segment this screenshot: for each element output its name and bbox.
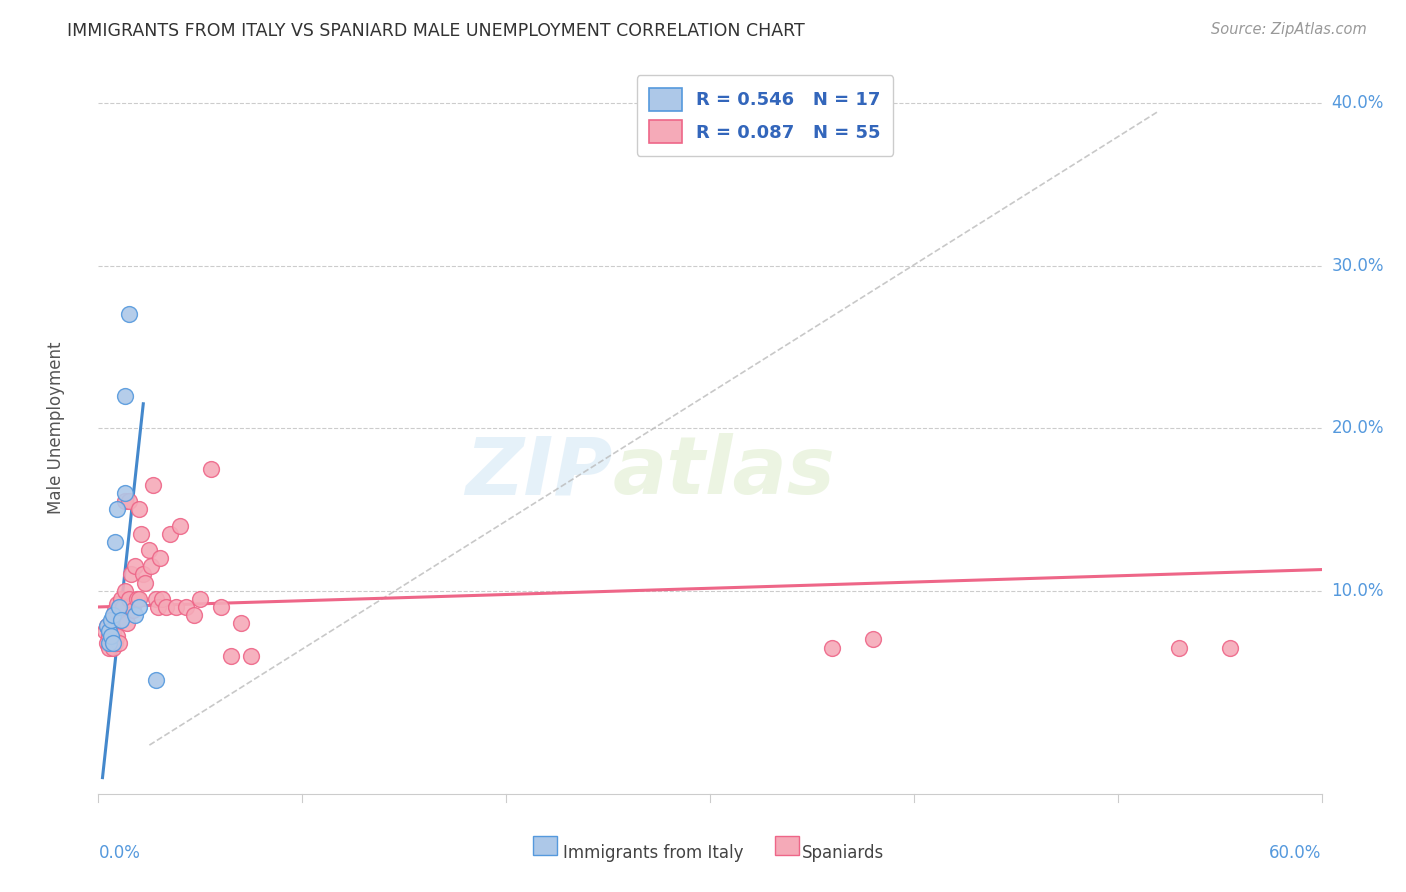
Point bbox=[118, 591, 141, 606]
Point bbox=[110, 591, 132, 606]
Point bbox=[115, 616, 138, 631]
Text: atlas: atlas bbox=[612, 433, 835, 511]
Text: Spaniards: Spaniards bbox=[801, 844, 884, 862]
FancyBboxPatch shape bbox=[775, 837, 800, 855]
Point bbox=[134, 575, 156, 590]
Point bbox=[127, 591, 149, 606]
Point bbox=[1167, 640, 1189, 655]
Point bbox=[101, 640, 124, 655]
Point bbox=[108, 613, 131, 627]
Point bbox=[105, 502, 128, 516]
Point bbox=[118, 307, 141, 321]
Point bbox=[104, 535, 127, 549]
Point bbox=[128, 502, 150, 516]
Point bbox=[124, 608, 146, 623]
Point bbox=[96, 619, 118, 633]
Legend: R = 0.546   N = 17, R = 0.087   N = 55: R = 0.546 N = 17, R = 0.087 N = 55 bbox=[637, 75, 893, 156]
Point bbox=[149, 551, 172, 566]
Point bbox=[165, 599, 187, 614]
Point bbox=[145, 673, 167, 687]
Point bbox=[138, 543, 160, 558]
Point bbox=[97, 624, 120, 639]
Point bbox=[183, 608, 205, 623]
Point bbox=[96, 636, 118, 650]
Point bbox=[114, 583, 136, 598]
Point bbox=[105, 629, 128, 643]
Point bbox=[209, 599, 232, 614]
Text: Source: ZipAtlas.com: Source: ZipAtlas.com bbox=[1211, 22, 1367, 37]
Text: ZIP: ZIP bbox=[465, 433, 612, 511]
Point bbox=[101, 636, 124, 650]
Point bbox=[122, 603, 145, 617]
Point bbox=[97, 640, 120, 655]
Point bbox=[96, 619, 118, 633]
Text: 60.0%: 60.0% bbox=[1270, 844, 1322, 862]
Text: Male Unemployment: Male Unemployment bbox=[46, 342, 65, 515]
Point bbox=[821, 640, 844, 655]
Text: 40.0%: 40.0% bbox=[1331, 94, 1384, 112]
Point bbox=[108, 599, 131, 614]
Point bbox=[100, 629, 122, 643]
Point bbox=[100, 616, 122, 631]
Point bbox=[231, 616, 253, 631]
Point bbox=[100, 613, 122, 627]
Point bbox=[1219, 640, 1241, 655]
Point bbox=[100, 632, 122, 647]
Point bbox=[101, 608, 124, 623]
Point bbox=[155, 599, 177, 614]
Point bbox=[104, 636, 127, 650]
Point bbox=[169, 518, 191, 533]
Point bbox=[104, 603, 127, 617]
Point bbox=[141, 559, 163, 574]
Point bbox=[132, 567, 155, 582]
Point bbox=[219, 648, 242, 663]
Point bbox=[159, 526, 181, 541]
Point bbox=[240, 648, 263, 663]
Point bbox=[142, 478, 165, 492]
Point bbox=[114, 486, 136, 500]
FancyBboxPatch shape bbox=[533, 837, 557, 855]
Point bbox=[120, 567, 142, 582]
Text: IMMIGRANTS FROM ITALY VS SPANIARD MALE UNEMPLOYMENT CORRELATION CHART: IMMIGRANTS FROM ITALY VS SPANIARD MALE U… bbox=[67, 22, 806, 40]
Text: 0.0%: 0.0% bbox=[98, 844, 141, 862]
Point bbox=[111, 599, 134, 614]
Point bbox=[124, 559, 146, 574]
Point bbox=[97, 636, 120, 650]
Point bbox=[200, 462, 222, 476]
Point bbox=[128, 599, 150, 614]
Point bbox=[128, 591, 150, 606]
Point bbox=[101, 624, 124, 639]
Point bbox=[108, 636, 131, 650]
Text: 10.0%: 10.0% bbox=[1331, 582, 1384, 599]
Point bbox=[93, 624, 115, 639]
Point bbox=[110, 608, 132, 623]
Point bbox=[114, 389, 136, 403]
Point bbox=[110, 613, 132, 627]
Point bbox=[145, 591, 167, 606]
Point bbox=[146, 599, 169, 614]
Text: Immigrants from Italy: Immigrants from Italy bbox=[564, 844, 744, 862]
Point bbox=[118, 494, 141, 508]
Text: 30.0%: 30.0% bbox=[1331, 257, 1384, 275]
Point bbox=[150, 591, 173, 606]
Point bbox=[862, 632, 884, 647]
Point bbox=[97, 629, 120, 643]
Point bbox=[188, 591, 212, 606]
Point bbox=[174, 599, 197, 614]
Point bbox=[105, 597, 128, 611]
Point bbox=[114, 494, 136, 508]
Point bbox=[129, 526, 152, 541]
Text: 20.0%: 20.0% bbox=[1331, 419, 1384, 437]
